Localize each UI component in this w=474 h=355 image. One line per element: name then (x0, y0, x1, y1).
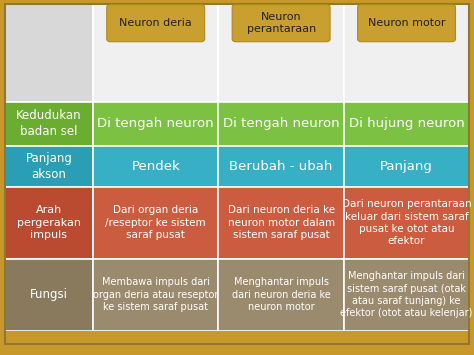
FancyBboxPatch shape (344, 102, 469, 146)
FancyBboxPatch shape (5, 331, 469, 344)
FancyBboxPatch shape (344, 4, 469, 102)
FancyBboxPatch shape (5, 187, 93, 259)
Text: Di tengah neuron: Di tengah neuron (97, 117, 214, 130)
FancyBboxPatch shape (93, 146, 219, 187)
FancyBboxPatch shape (5, 259, 93, 331)
Text: Di tengah neuron: Di tengah neuron (223, 117, 339, 130)
FancyBboxPatch shape (232, 5, 330, 42)
FancyBboxPatch shape (344, 259, 469, 331)
FancyBboxPatch shape (219, 146, 344, 187)
Text: Dari neuron deria ke
neuron motor dalam
sistem saraf pusat: Dari neuron deria ke neuron motor dalam … (228, 205, 335, 240)
FancyBboxPatch shape (93, 102, 219, 146)
Text: Panjang
akson: Panjang akson (26, 152, 73, 181)
FancyBboxPatch shape (344, 187, 469, 259)
Text: Neuron motor: Neuron motor (368, 18, 445, 28)
Text: Kedudukan
badan sel: Kedudukan badan sel (16, 109, 82, 138)
FancyBboxPatch shape (93, 187, 219, 259)
FancyBboxPatch shape (219, 259, 344, 331)
Text: Berubah - ubah: Berubah - ubah (229, 160, 333, 173)
FancyBboxPatch shape (5, 146, 93, 187)
FancyBboxPatch shape (107, 5, 205, 42)
Text: Neuron deria: Neuron deria (119, 18, 192, 28)
FancyBboxPatch shape (219, 4, 344, 102)
Text: Panjang: Panjang (380, 160, 433, 173)
Text: Arah
pergerakan
impuls: Arah pergerakan impuls (17, 205, 81, 240)
FancyBboxPatch shape (219, 187, 344, 259)
Text: Fungsi: Fungsi (30, 288, 68, 301)
FancyBboxPatch shape (93, 259, 219, 331)
FancyBboxPatch shape (5, 102, 93, 146)
FancyBboxPatch shape (93, 4, 219, 102)
Text: Menghantar impuls dari
sistem saraf pusat (otak
atau saraf tunjang) ke
efektor (: Menghantar impuls dari sistem saraf pusa… (340, 271, 473, 318)
Text: Membawa impuls dari
organ deria atau reseptor
ke sistem saraf pusat: Membawa impuls dari organ deria atau res… (93, 277, 219, 312)
Text: Pendek: Pendek (131, 160, 180, 173)
FancyBboxPatch shape (357, 5, 456, 42)
Text: Neuron
perantaraan: Neuron perantaraan (246, 12, 316, 34)
Text: Di hujung neuron: Di hujung neuron (349, 117, 465, 130)
Text: Menghantar impuls
dari neuron deria ke
neuron motor: Menghantar impuls dari neuron deria ke n… (232, 277, 330, 312)
Text: Dari neuron perantaraan
keluar dari sistem saraf
pusat ke otot atau
efektor: Dari neuron perantaraan keluar dari sist… (342, 199, 471, 246)
FancyBboxPatch shape (5, 4, 93, 102)
FancyBboxPatch shape (219, 102, 344, 146)
Text: Dari organ deria
/reseptor ke sistem
saraf pusat: Dari organ deria /reseptor ke sistem sar… (105, 205, 206, 240)
FancyBboxPatch shape (344, 146, 469, 187)
